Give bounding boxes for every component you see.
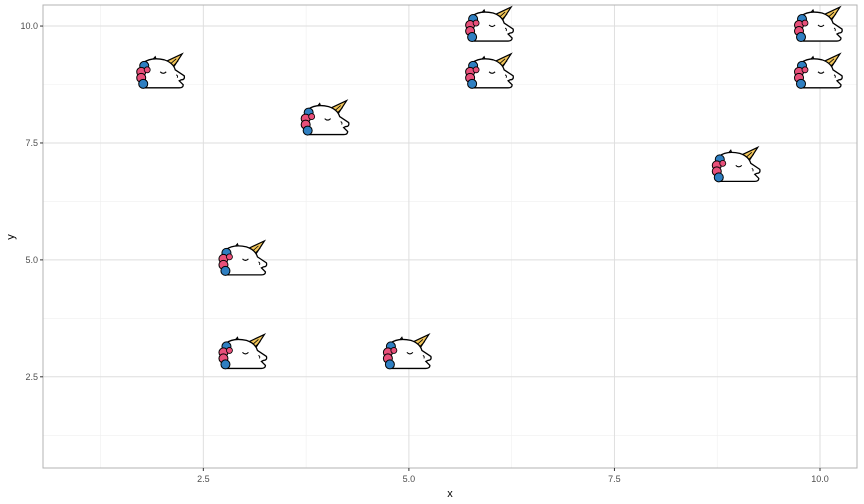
- unicorn-icon: [300, 99, 350, 136]
- unicorn-icon: [793, 6, 843, 43]
- x-tick-label: 2.5: [197, 474, 210, 484]
- unicorn-icon: [793, 53, 843, 89]
- y-tick-label: 2.5: [25, 372, 38, 382]
- unicorn-icon: [464, 6, 514, 43]
- y-tick-label: 7.5: [25, 138, 38, 148]
- y-tick-label: 5.0: [25, 255, 38, 265]
- unicorn-icon: [464, 53, 514, 89]
- x-tick-label: 7.5: [608, 474, 621, 484]
- x-axis: 2.5 5.0 7.5 10.0: [197, 468, 829, 484]
- y-axis-title: y: [5, 234, 17, 240]
- y-axis: 2.5 5.0 7.5 10.0: [20, 21, 43, 382]
- unicorn-icon: [136, 53, 186, 89]
- data-points: [136, 6, 843, 370]
- unicorn-icon: [711, 146, 761, 183]
- plot-panel: [42, 4, 858, 469]
- unicorn-icon: [382, 333, 432, 370]
- y-tick-label: 10.0: [20, 21, 38, 31]
- x-tick-label: 5.0: [403, 474, 416, 484]
- unicorn-icon: [218, 240, 268, 277]
- unicorn-icon: [218, 333, 268, 370]
- x-axis-title: x: [447, 488, 453, 500]
- x-tick-label: 10.0: [811, 474, 829, 484]
